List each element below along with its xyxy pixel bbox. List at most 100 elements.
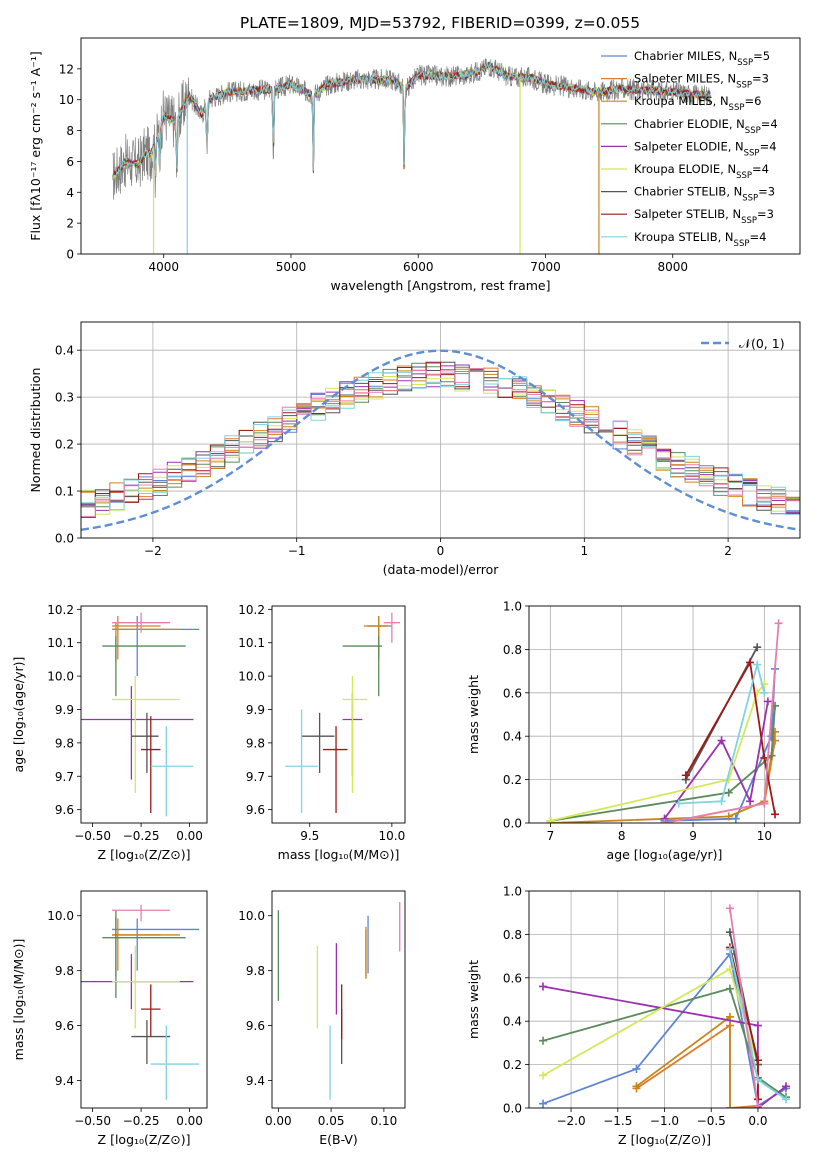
weight-marker [781, 1095, 790, 1104]
plot-area-age_vs_Z [81, 612, 200, 817]
legend-entry: Chabrier ELODIE, NSSP=4 [634, 117, 778, 136]
weight-marker [763, 697, 772, 706]
y-tick-label: 10.2 [238, 603, 265, 617]
y-axis-label: Flux [fλ10⁻¹⁷ erg cm⁻² s⁻¹ A⁻¹] [28, 51, 43, 240]
y-tick-label: 0.1 [55, 485, 74, 499]
errorbar-point-5 [112, 676, 180, 793]
errorbar-point-7 [141, 716, 161, 813]
y-tick-label: 0.4 [503, 1015, 522, 1029]
plot-area-mass_vs_EBV [277, 901, 401, 1100]
y-tick-label: 9.9 [55, 703, 74, 717]
panel-age_vs_Z: −0.50 −0.25 0.00 9.6 9.7 9.8 9.9 10.0 10.1 10.2 Z … [11, 603, 208, 862]
x-tick-label: −1 [288, 544, 306, 558]
weight-marker [753, 1056, 762, 1065]
plot-area-weight_vs_Z [529, 891, 800, 1108]
x-tick-label: 0 [437, 544, 445, 558]
x-tick-label: 2 [724, 544, 732, 558]
weight-marker [774, 619, 783, 628]
y-tick-label: 0.0 [55, 532, 74, 546]
x-tick-label: −0.25 [123, 1114, 160, 1128]
residuals-frame [80, 321, 801, 539]
y-tick-label: 10.0 [47, 909, 74, 923]
weight-marker [725, 904, 734, 913]
x-tick-label: 0.00 [265, 1114, 292, 1128]
y-tick-label: 0.0 [503, 1102, 522, 1116]
spectrum-frame [80, 37, 801, 255]
errorbar-point-6 [301, 712, 335, 773]
x-tick-label: −1.0 [650, 1114, 679, 1128]
frame-weight_vs_age [528, 605, 801, 824]
x-tick-label: 0.0 [748, 1114, 767, 1128]
y-tick-label: 9.8 [55, 736, 74, 750]
errorbar-point-0 [367, 616, 392, 650]
legend-entry: Salpeter ELODIE, NSSP=4 [634, 139, 777, 158]
errorbar-point-2 [363, 619, 387, 660]
weight-marker [760, 753, 769, 762]
weight-marker [753, 1101, 762, 1108]
x-tick-label: 4000 [148, 260, 179, 274]
x-tick-label: −0.5 [697, 1114, 726, 1128]
weight-series-3 [550, 705, 776, 822]
plot-area-age_vs_mass [285, 612, 401, 813]
weight-series-9 [729, 908, 759, 1106]
weight-marker [681, 771, 690, 780]
errorbar-point-8 [150, 726, 194, 817]
y-tick-label: 6 [66, 155, 74, 169]
x-tick-label: −0.25 [123, 829, 160, 843]
x-tick-label: 8 [618, 829, 626, 843]
y-tick-label: 10.0 [238, 670, 265, 684]
errorbar-point-0 [112, 918, 200, 971]
frame-mass_vs_Z [80, 890, 208, 1109]
x-tick-label: 10.0 [379, 829, 406, 843]
y-tick-label: 10.1 [47, 636, 74, 650]
weight-series-5 [550, 683, 765, 822]
weight-marker [760, 799, 769, 808]
panel-spectrum: 4000 5000 6000 7000 8000 0 2 4 6 8 10 12 Chabrier MI… [28, 37, 801, 293]
y-tick-label: 9.6 [55, 803, 74, 817]
weight-marker [753, 643, 762, 652]
frame-weight_vs_Z [528, 890, 801, 1109]
y-tick-label: 2 [66, 217, 74, 231]
weight-series-5 [542, 967, 759, 1077]
y-tick-label: 4 [66, 186, 74, 200]
x-axis-label: (data-model)/error [383, 562, 500, 577]
weight-marker [753, 660, 762, 669]
x-tick-label: 6000 [403, 260, 434, 274]
histogram-series-9 [81, 368, 800, 538]
y-tick-label: 10.2 [47, 603, 74, 617]
x-tick-label: 0.10 [371, 1114, 398, 1128]
x-axis-label: mass [log₁₀(M/M⊙)] [278, 847, 400, 862]
legend-entry: 𝒩(0, 1) [739, 336, 785, 351]
y-tick-label: 0.4 [55, 344, 74, 358]
x-tick-label: 8000 [657, 260, 688, 274]
y-tick-label: 0.0 [503, 817, 522, 831]
weight-marker [753, 1075, 762, 1084]
y-tick-label: 9.6 [55, 1019, 74, 1033]
weight-marker [717, 736, 726, 745]
normal-curve [81, 349, 800, 531]
weight-marker [725, 1104, 734, 1108]
x-axis-label: Z [log₁₀(Z/Z⊙)] [98, 847, 191, 862]
errorbar-point-7 [141, 984, 161, 1037]
errorbar-point-6 [131, 712, 159, 773]
weight-series-1 [635, 1023, 758, 1108]
weight-series-7 [685, 659, 776, 815]
weight-marker [546, 816, 555, 823]
weight-marker [725, 965, 734, 974]
weight-marker [771, 810, 780, 819]
errorbar-point-3 [102, 910, 186, 999]
y-tick-label: 10.1 [238, 636, 265, 650]
x-tick-label: 0.05 [318, 1114, 345, 1128]
x-tick-label: −0.50 [74, 829, 111, 843]
y-tick-label: 9.8 [246, 736, 265, 750]
errorbar-point-9 [112, 904, 171, 922]
y-tick-label: 0.2 [503, 1058, 522, 1072]
observed-spectrum [112, 58, 712, 200]
x-tick-label: 7 [547, 829, 555, 843]
weight-marker [731, 814, 740, 823]
weight-series-3 [542, 987, 787, 1098]
errorbar-point-3 [102, 636, 186, 697]
weight-marker [717, 797, 726, 806]
weight-series-2 [635, 1015, 758, 1108]
